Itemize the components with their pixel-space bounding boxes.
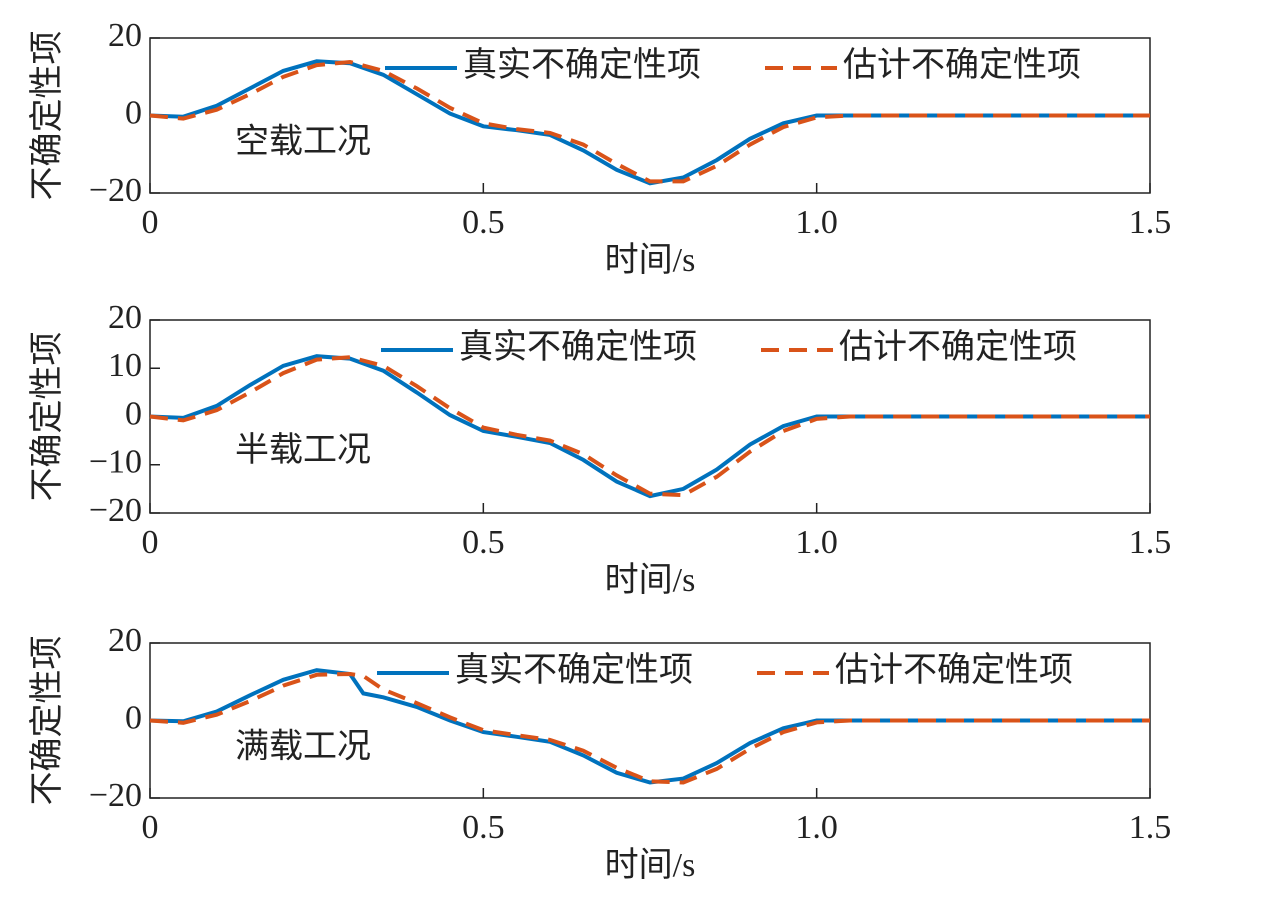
y-tick-label: −20 bbox=[89, 172, 142, 209]
y-tick-label: 0 bbox=[125, 699, 142, 736]
x-tick-label: 1.5 bbox=[1129, 809, 1172, 846]
x-tick-label: 1.0 bbox=[795, 204, 838, 241]
series-line bbox=[149, 355, 1150, 498]
legend-label: 估计不确定性项 bbox=[839, 328, 1077, 366]
x-tick-label: 1.0 bbox=[795, 809, 838, 846]
y-axis-label: 不确定性项 bbox=[28, 636, 66, 806]
y-tick-label: −10 bbox=[89, 444, 142, 481]
y-tick-label: 0 bbox=[125, 94, 142, 131]
x-tick-label: 0 bbox=[142, 524, 159, 561]
y-tick-label: 20 bbox=[108, 17, 142, 54]
legend-label: 真实不确定性项 bbox=[463, 46, 701, 84]
x-tick-label: 0.5 bbox=[462, 809, 505, 846]
x-tick-label: 0.5 bbox=[462, 204, 505, 241]
y-tick-label: −20 bbox=[89, 492, 142, 529]
y-tick-label: 20 bbox=[108, 622, 142, 659]
x-tick-label: 0 bbox=[142, 204, 159, 241]
y-tick-label: 10 bbox=[108, 347, 142, 384]
legend-label: 真实不确定性项 bbox=[459, 328, 697, 366]
y-axis-label: 不确定性项 bbox=[28, 31, 66, 201]
y-tick-label: 20 bbox=[108, 299, 142, 336]
series-line bbox=[149, 671, 1150, 785]
y-tick-label: −20 bbox=[89, 777, 142, 814]
legend-label: 真实不确定性项 bbox=[455, 651, 693, 689]
x-tick-label: 1.5 bbox=[1129, 204, 1172, 241]
x-tick-label: 0 bbox=[142, 809, 159, 846]
annotation: 满载工况 bbox=[235, 728, 371, 766]
series-line bbox=[149, 59, 1150, 184]
y-axis-label: 不确定性项 bbox=[28, 332, 66, 502]
x-axis-label: 时间/s bbox=[605, 562, 696, 599]
legend-label: 估计不确定性项 bbox=[843, 46, 1081, 84]
x-tick-label: 0.5 bbox=[462, 524, 505, 561]
y-tick-label: 0 bbox=[125, 395, 142, 432]
legend-label: 估计不确定性项 bbox=[835, 651, 1073, 689]
x-tick-label: 1.5 bbox=[1129, 524, 1172, 561]
x-axis-label: 时间/s bbox=[605, 847, 696, 884]
series-line bbox=[149, 354, 1150, 499]
annotation: 半载工况 bbox=[235, 431, 371, 469]
annotation: 空载工况 bbox=[235, 123, 371, 161]
x-axis-label: 时间/s bbox=[605, 242, 696, 279]
x-tick-label: 1.0 bbox=[795, 524, 838, 561]
